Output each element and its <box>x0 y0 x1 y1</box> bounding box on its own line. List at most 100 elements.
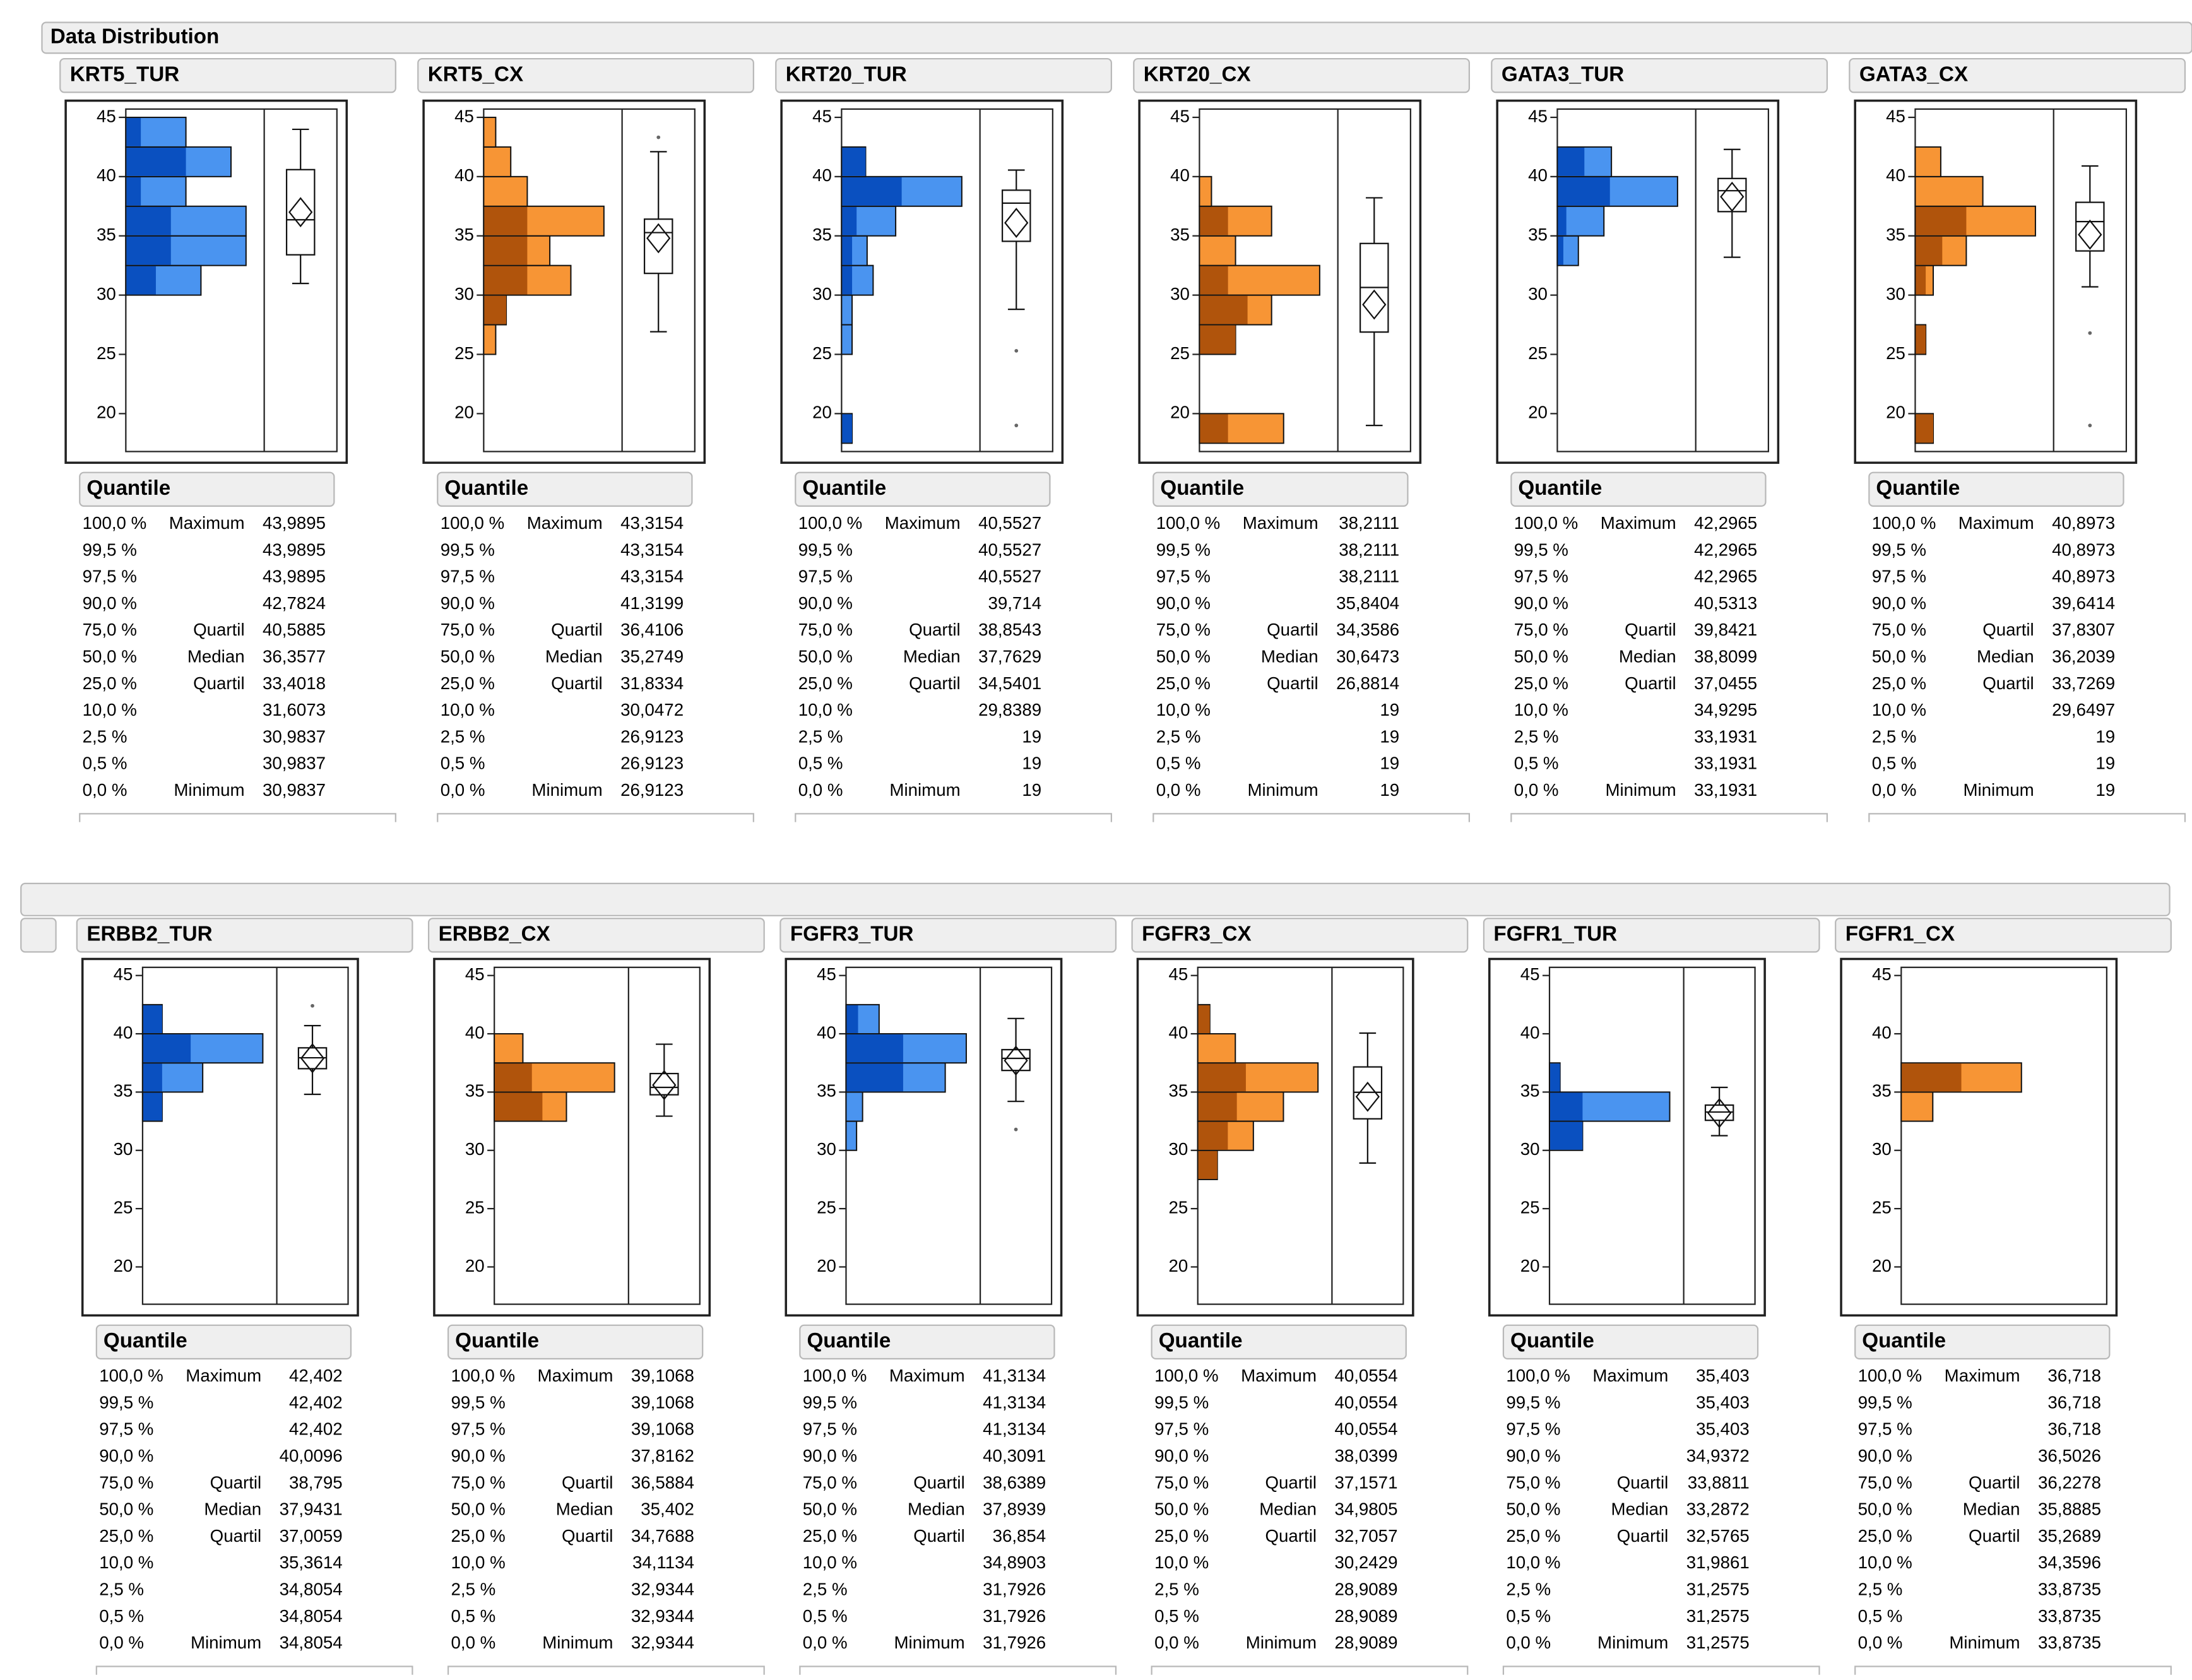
panel-header[interactable] <box>775 57 1112 93</box>
panel-header[interactable] <box>1483 918 1820 953</box>
panel-header[interactable] <box>1131 918 1469 953</box>
y-tick-label: 20 <box>465 1256 485 1275</box>
quantile-value: 38,6389 <box>983 1472 1046 1492</box>
panel-title: KRT20_TUR <box>786 62 907 86</box>
mean-diamond <box>652 1070 677 1101</box>
quantile-percent: 100,0 % <box>451 1366 516 1385</box>
mean-diamond <box>1004 1045 1028 1076</box>
quantile-name: Minimum <box>531 780 602 800</box>
quantile-header[interactable] <box>799 1324 1055 1360</box>
quantile-header[interactable] <box>1502 1324 1759 1360</box>
quantile-name: Minimum <box>1597 1633 1668 1652</box>
quantile-header[interactable] <box>1151 1324 1407 1360</box>
quantile-value: 31,7926 <box>983 1606 1046 1626</box>
panel-header[interactable] <box>417 57 754 93</box>
panel-header[interactable] <box>779 918 1117 953</box>
y-tick-label: 40 <box>1520 1022 1540 1042</box>
quantile-value: 40,0554 <box>1334 1366 1397 1385</box>
outline-header[interactable] <box>41 21 2192 54</box>
panel-header[interactable] <box>1849 57 2186 93</box>
quantile-percent: 0,0 % <box>451 1633 496 1652</box>
quantile-percent: 100,0 % <box>1506 1366 1570 1385</box>
quantile-value: 39,714 <box>988 593 1041 613</box>
y-tick-label: 35 <box>1886 225 1905 244</box>
quantile-value: 35,403 <box>1696 1366 1750 1385</box>
quantile-value: 35,8404 <box>1336 593 1399 613</box>
histogram-selected <box>1198 1063 1246 1092</box>
quantile-percent: 90,0 % <box>1514 593 1568 613</box>
mean-diamond <box>1707 1097 1732 1128</box>
quantile-percent: 0,0 % <box>99 1633 144 1652</box>
quantile-header[interactable] <box>447 1324 704 1360</box>
quantile-percent: 99,5 % <box>1156 540 1211 559</box>
quantile-header[interactable] <box>1152 471 1409 507</box>
quantile-value: 36,5884 <box>631 1472 694 1492</box>
quantile-value: 30,9837 <box>263 780 326 800</box>
y-tick-label: 30 <box>1520 1139 1540 1159</box>
histogram-selected <box>842 206 857 235</box>
quantile-header[interactable] <box>1854 1324 2111 1360</box>
y-tick-label: 40 <box>97 165 116 185</box>
quantile-percent: 10,0 % <box>1514 700 1568 719</box>
quantile-percent: 0,5 % <box>1858 1606 1903 1626</box>
quantile-value: 41,3134 <box>983 1419 1046 1439</box>
quantile-percent: 10,0 % <box>1872 700 1926 719</box>
quantile-heading: Quantile <box>444 476 528 500</box>
quantile-value: 30,9837 <box>263 754 326 773</box>
panel-title: FGFR1_TUR <box>1493 923 1617 946</box>
quantile-value: 30,9837 <box>263 726 326 746</box>
histogram-bar <box>1900 1091 1934 1122</box>
quantile-value: 32,9344 <box>631 1633 694 1652</box>
quantile-value: 31,7926 <box>983 1580 1046 1599</box>
quantile-header[interactable] <box>95 1324 352 1360</box>
outline-header[interactable] <box>20 882 2171 916</box>
quantile-name: Maximum <box>186 1366 261 1385</box>
panel-header[interactable] <box>427 918 765 953</box>
quantile-name: Maximum <box>1592 1366 1668 1385</box>
quantile-header[interactable] <box>795 471 1051 507</box>
panel-header-partial[interactable] <box>20 918 57 953</box>
quantile-value: 34,8054 <box>280 1633 343 1652</box>
quantile-percent: 25,0 % <box>1506 1526 1560 1546</box>
quantile-value: 37,0059 <box>280 1526 343 1546</box>
quantile-value: 36,3577 <box>263 646 326 666</box>
panel-header[interactable] <box>76 918 413 953</box>
quantile-percent: 99,5 % <box>99 1392 153 1412</box>
quantile-percent: 99,5 % <box>1506 1392 1560 1412</box>
quantile-name: Maximum <box>527 513 603 533</box>
histogram-selected <box>1916 206 1967 235</box>
panel-title: KRT5_CX <box>428 62 523 86</box>
quantile-name: Quartil <box>1982 620 2034 639</box>
quantile-percent: 75,0 % <box>99 1472 153 1492</box>
quantile-value: 36,2039 <box>2052 646 2115 666</box>
quantile-name: Quartil <box>1625 673 1676 693</box>
y-tick-label: 30 <box>454 284 474 304</box>
quantile-header[interactable] <box>1868 471 2124 507</box>
quantile-percent: 99,5 % <box>798 540 853 559</box>
y-tick-label: 25 <box>1872 1197 1892 1217</box>
quantile-header[interactable] <box>1510 471 1767 507</box>
histogram-selected <box>1550 1121 1583 1150</box>
quantile-percent: 25,0 % <box>1872 673 1926 693</box>
box <box>2075 201 2105 252</box>
collapsed-outline <box>1151 1665 1469 1675</box>
quantile-percent: 100,0 % <box>1872 513 1936 533</box>
panel-header[interactable] <box>59 57 396 93</box>
quantile-percent: 25,0 % <box>798 673 853 693</box>
quantile-header[interactable] <box>79 471 335 507</box>
quantile-value: 28,9089 <box>1334 1633 1397 1652</box>
y-tick-label: 25 <box>1520 1197 1540 1217</box>
collapsed-outline <box>1502 1665 1820 1675</box>
panel-header[interactable] <box>1491 57 1828 93</box>
quantile-value: 33,1931 <box>1694 754 1757 773</box>
collapsed-outline <box>799 1665 1117 1675</box>
panel-title: ERBB2_TUR <box>86 923 212 946</box>
quantile-header[interactable] <box>437 471 693 507</box>
quantile-value: 36,718 <box>2047 1392 2101 1412</box>
y-tick-label: 25 <box>812 343 832 363</box>
histogram-selected <box>126 266 156 295</box>
quantile-percent: 0,0 % <box>1154 1633 1199 1652</box>
panel-header[interactable] <box>1133 57 1470 93</box>
panel-header[interactable] <box>1835 918 2172 953</box>
quantile-percent: 99,5 % <box>451 1392 506 1412</box>
